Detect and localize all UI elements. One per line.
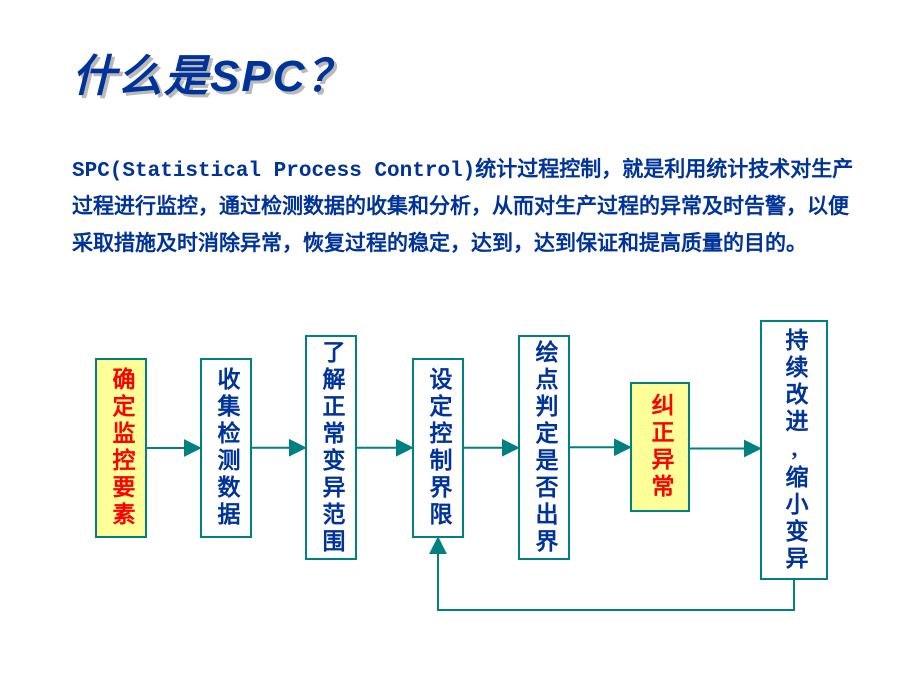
flow-node-n4: 设定控制界限 [412,358,464,538]
flow-node-label: 持续改进,缩小变异 [779,328,809,573]
flow-node-label: 了解正常变异范围 [316,340,346,556]
flow-node-n6: 纠正异常 [630,382,690,512]
flow-node-n7: 持续改进,缩小变异 [760,320,828,580]
flow-node-n3: 了解正常变异范围 [305,335,357,560]
flow-node-label: 绘点判定是否出界 [529,340,559,556]
flow-node-label: 收集检测数据 [211,367,241,529]
flow-node-n2: 收集检测数据 [200,358,252,538]
flow-node-n5: 绘点判定是否出界 [518,335,570,560]
flow-node-label: 纠正异常 [645,393,675,501]
flow-node-n1: 确定监控要素 [95,358,147,538]
spc-flowchart: 确定监控要素 收集检测数据 了解正常变异范围 设定控制界限 绘点判定是否出界 纠正异常 持续… [0,0,920,690]
flow-node-label: 确定监控要素 [106,367,136,529]
flow-node-label: 设定控制界限 [423,367,453,529]
